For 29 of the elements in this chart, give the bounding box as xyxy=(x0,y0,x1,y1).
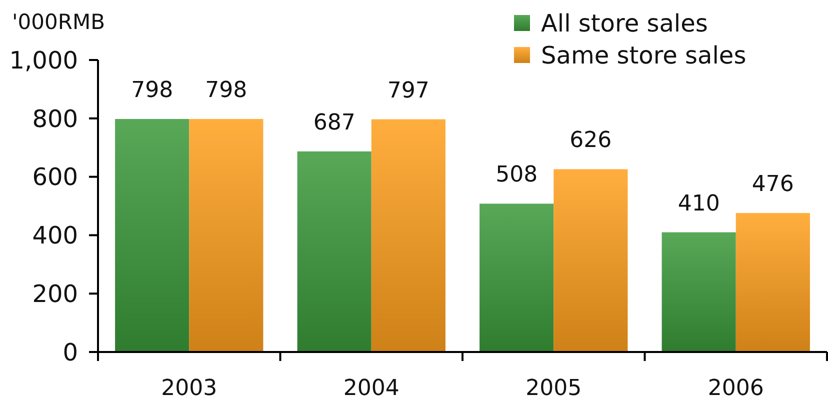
y-tick-label: 400 xyxy=(32,222,78,250)
bar xyxy=(662,232,736,352)
y-tick-label: 800 xyxy=(32,104,78,133)
legend-label: Same store sales xyxy=(541,41,746,70)
x-tick-label: 2005 xyxy=(526,376,582,401)
bar xyxy=(297,151,372,352)
y-axis-title: '000RMB xyxy=(12,10,105,34)
x-tick-label: 2006 xyxy=(708,376,764,401)
bar xyxy=(189,118,264,352)
data-label: 798 xyxy=(131,78,174,103)
data-label: 476 xyxy=(752,172,794,198)
data-label: 410 xyxy=(678,191,720,216)
data-label: 687 xyxy=(313,110,356,136)
y-tick-label: 1,000 xyxy=(9,46,78,74)
data-label: 508 xyxy=(496,162,538,188)
y-tick-label: 200 xyxy=(32,280,78,308)
y-tick-label: 600 xyxy=(32,163,78,192)
data-label: 798 xyxy=(205,78,248,103)
data-label: 626 xyxy=(570,128,612,154)
bar xyxy=(115,118,190,352)
data-label: 797 xyxy=(387,78,430,104)
bar xyxy=(554,169,628,352)
bar xyxy=(371,119,446,352)
bar xyxy=(736,213,810,352)
bar xyxy=(480,204,554,352)
y-tick-label: 0 xyxy=(62,338,78,366)
x-tick-label: 2004 xyxy=(343,376,400,401)
x-tick-label: 2003 xyxy=(161,376,218,401)
legend-label: All store sales xyxy=(541,9,708,38)
